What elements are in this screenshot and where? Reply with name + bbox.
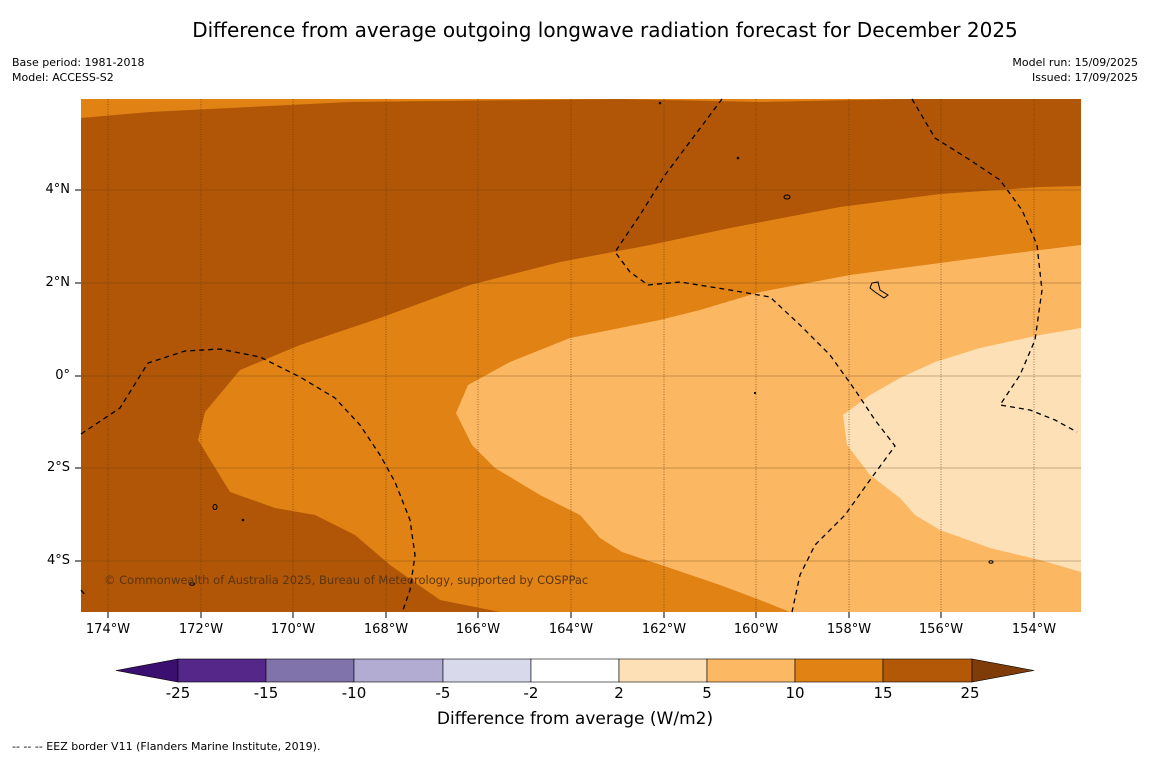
colorbar-swatch-9 xyxy=(882,658,973,683)
lon-label-174w: 174°W xyxy=(85,622,131,637)
lon-label-170w: 170°W xyxy=(270,622,316,637)
model-run-text: Model run: 15/09/2025 xyxy=(1012,56,1138,69)
colorbar-tick-label: 5 xyxy=(702,684,712,702)
colorbar-tick-label: -15 xyxy=(253,684,279,702)
band-10-15-top xyxy=(81,99,1081,118)
colorbar-tick-label: 10 xyxy=(785,684,805,702)
lon-label-172w: 172°W xyxy=(178,622,224,637)
colorbar-extend-low xyxy=(115,658,179,683)
eez-borders xyxy=(80,98,1078,613)
colorbar-tick-label: -5 xyxy=(435,684,451,702)
map-title: Difference from average outgoing longwav… xyxy=(192,18,1018,42)
copyright-text: © Commonwealth of Australia 2025, Bureau… xyxy=(104,573,589,587)
lat-label-4n: 4°N xyxy=(45,182,71,197)
colorbar-swatch-1 xyxy=(177,658,267,683)
model-text: Model: ACCESS-S2 xyxy=(12,71,114,84)
colorbar-swatch-3 xyxy=(353,658,444,683)
meta-left: Base period: 1981-2018 Model: ACCESS-S2 xyxy=(12,55,144,85)
colorbar-tick-label: -2 xyxy=(523,684,539,702)
colorbar-tick-label: 15 xyxy=(873,684,893,702)
map-plot xyxy=(75,98,1081,618)
colorbar xyxy=(115,658,1035,683)
lat-label-0: 0° xyxy=(55,368,70,383)
gridlines xyxy=(107,99,1035,612)
colorbar-swatch-6 xyxy=(618,658,708,683)
lon-label-168w: 168°W xyxy=(363,622,409,637)
footnote-text: -- -- -- EEZ border V11 (Flanders Marine… xyxy=(12,740,321,753)
colorbar-tick-label: 2 xyxy=(614,684,624,702)
lat-label-4s: 4°S xyxy=(46,553,70,568)
lon-label-160w: 160°W xyxy=(733,622,779,637)
colorbar-swatch-4 xyxy=(442,658,532,683)
colorbar-tick-label: 25 xyxy=(960,684,980,702)
colorbar-tick-label: -25 xyxy=(165,684,191,702)
colorbar-swatch-2 xyxy=(265,658,355,683)
meta-right: Model run: 15/09/2025 Issued: 17/09/2025 xyxy=(1012,55,1138,85)
colorbar-swatch-7 xyxy=(706,658,796,683)
colorbar-tick-label: -10 xyxy=(341,684,367,702)
base-period-text: Base period: 1981-2018 xyxy=(12,56,145,69)
lon-label-156w: 156°W xyxy=(918,622,964,637)
lon-label-164w: 164°W xyxy=(548,622,594,637)
islands xyxy=(189,101,994,586)
band-10-15-top-right xyxy=(81,99,1081,102)
colorbar-extend-high xyxy=(971,658,1035,683)
lon-label-158w: 158°W xyxy=(826,622,872,637)
lat-label-2n: 2°N xyxy=(45,275,71,290)
colorbar-swatch-5 xyxy=(530,658,620,683)
lon-label-166w: 166°W xyxy=(455,622,501,637)
lon-label-154w: 154°W xyxy=(1011,622,1057,637)
lat-gridlines xyxy=(81,189,1081,562)
issued-text: Issued: 17/09/2025 xyxy=(1031,71,1138,84)
lat-label-2s: 2°S xyxy=(46,460,70,475)
band-2-5 xyxy=(843,328,1081,572)
axis-ticks xyxy=(75,189,1035,618)
colorbar-swatch-8 xyxy=(794,658,884,683)
colorbar-title: Difference from average (W/m2) xyxy=(436,709,714,729)
lon-label-162w: 162°W xyxy=(641,622,687,637)
